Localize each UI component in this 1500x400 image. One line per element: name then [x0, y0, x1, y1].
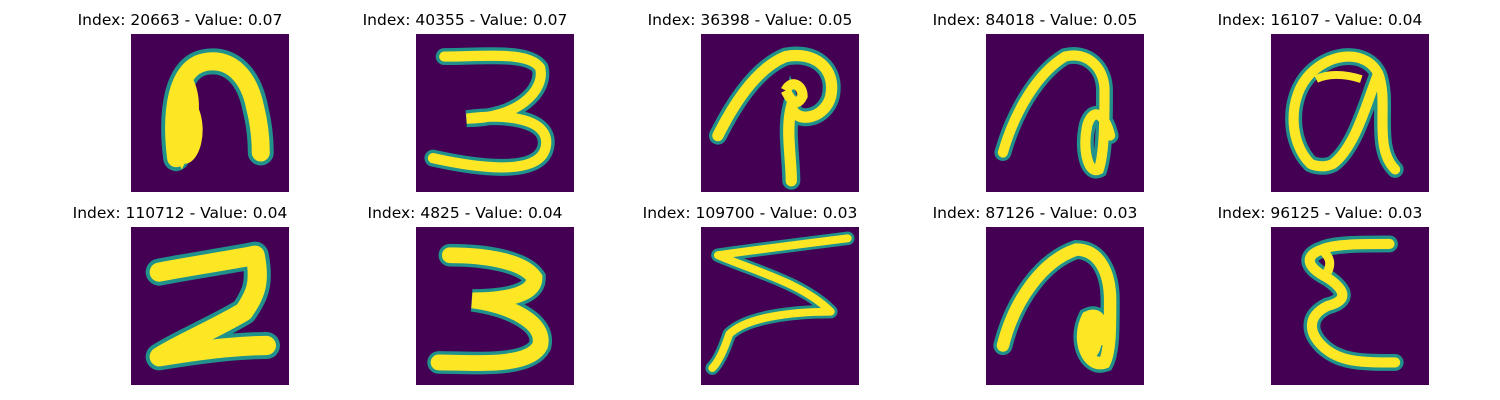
glyph-z-thick [145, 241, 280, 371]
digit-image [1271, 34, 1429, 192]
panel-title: Index: 87126 - Value: 0.03 [932, 204, 1138, 222]
digit-image [701, 227, 859, 385]
panel-2: Index: 40355 - Value: 0.07 [315, 0, 615, 193]
panel-5: Index: 16107 - Value: 0.04 [1170, 0, 1470, 193]
panel-title: Index: 20663 - Value: 0.07 [77, 11, 283, 29]
digit-image [416, 34, 574, 192]
digit-image [1271, 227, 1429, 385]
panel-3: Index: 36398 - Value: 0.05 [600, 0, 900, 193]
panel-8: Index: 109700 - Value: 0.03 [600, 193, 900, 386]
panel-title: Index: 109700 - Value: 0.03 [642, 204, 858, 222]
panel-title: Index: 16107 - Value: 0.04 [1217, 11, 1423, 29]
panel-title: Index: 40355 - Value: 0.07 [362, 11, 568, 29]
panel-title: Index: 110712 - Value: 0.04 [72, 204, 288, 222]
glyph-three-thick [427, 243, 552, 375]
digit-image [986, 227, 1144, 385]
panel-4: Index: 84018 - Value: 0.05 [885, 0, 1185, 193]
panel-7: Index: 4825 - Value: 0.04 [315, 193, 615, 386]
panel-9: Index: 87126 - Value: 0.03 [885, 193, 1185, 386]
panel-6: Index: 110712 - Value: 0.04 [30, 193, 330, 386]
digit-image [701, 34, 859, 192]
glyph-p-loop [708, 46, 841, 190]
digit-image [131, 34, 289, 192]
glyph-z-zigzag [705, 231, 855, 375]
glyph-a-loop [994, 47, 1119, 179]
panel-title: Index: 4825 - Value: 0.04 [367, 204, 563, 222]
digit-image [131, 227, 289, 385]
glyph-epsilon [1301, 235, 1404, 371]
panel-1: Index: 20663 - Value: 0.07 [30, 0, 330, 193]
panel-10: Index: 96125 - Value: 0.03 [1170, 193, 1470, 386]
glyph-a-curl [993, 239, 1120, 373]
digit-image [416, 227, 574, 385]
digit-image [986, 34, 1144, 192]
glyph-three [424, 47, 555, 176]
panel-title: Index: 84018 - Value: 0.05 [932, 11, 1138, 29]
glyph-alpha-a [1285, 48, 1404, 178]
glyph-n-blob [161, 48, 274, 172]
panel-title: Index: 36398 - Value: 0.05 [647, 11, 853, 29]
panel-title: Index: 96125 - Value: 0.03 [1217, 204, 1423, 222]
